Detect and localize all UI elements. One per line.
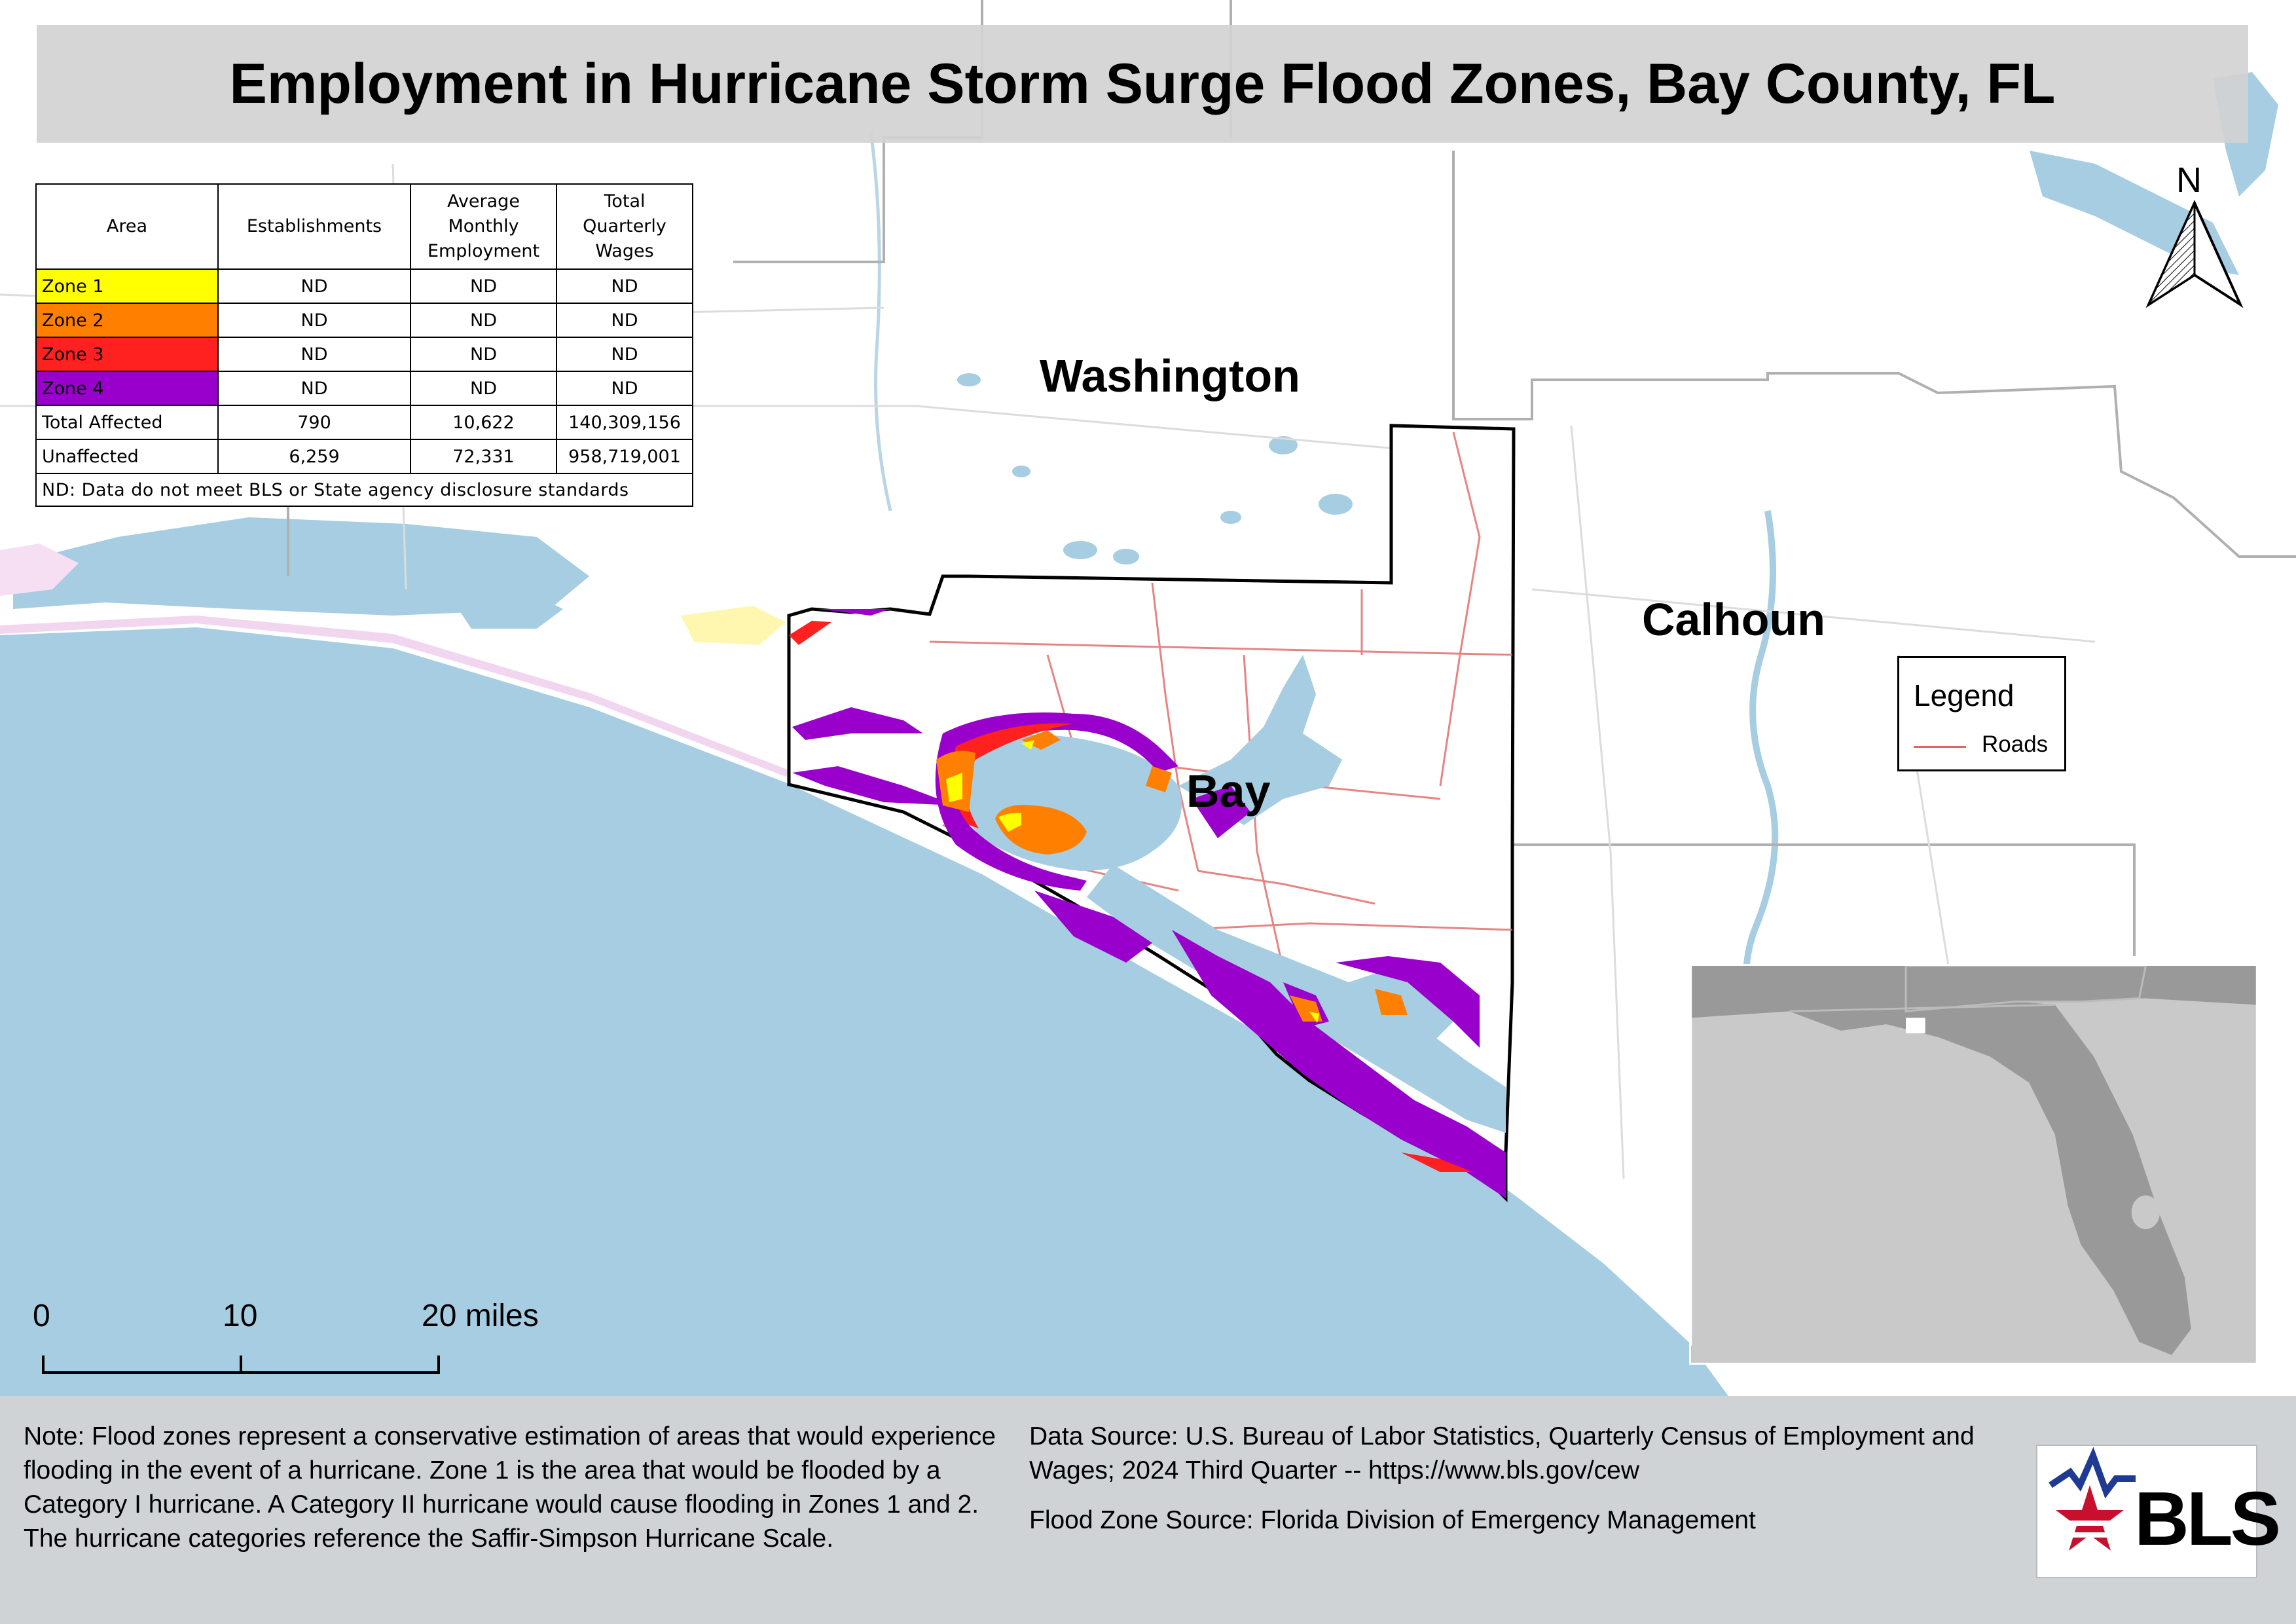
table-row: Total Affected 790 10,622 140,309,156 (35, 405, 693, 440)
area-cell: Zone 4 (35, 371, 219, 406)
lakes (957, 373, 1353, 564)
establishments-cell: 6,259 (217, 439, 411, 474)
area-cell: Zone 1 (35, 268, 219, 304)
north-arrow-icon (2145, 200, 2244, 308)
wages-cell: ND (556, 268, 693, 304)
bay-water-west (13, 517, 589, 616)
wages-cell: ND (556, 371, 693, 406)
area-cell: Unaffected (35, 439, 219, 474)
inset-state-line (1789, 1003, 2055, 1012)
inset-bay-county-marker (1906, 1018, 1925, 1033)
scale-tick-10: 10 (223, 1299, 258, 1333)
employment-cell: 72,331 (410, 439, 557, 474)
coastal-yellow-west (681, 606, 786, 645)
wages-cell: 140,309,156 (556, 405, 693, 440)
flood-zone-4 (792, 609, 1506, 1198)
establishments-cell: ND (217, 337, 411, 372)
area-cell: Total Affected (35, 405, 219, 440)
col-establishments: Establishments (217, 183, 411, 270)
table-note-row: ND: Data do not meet BLS or State agency… (35, 473, 693, 507)
inset-georgia (1904, 966, 2147, 1012)
wages-cell: 958,719,001 (556, 439, 693, 474)
col-employment: Average Monthly Employment (410, 183, 557, 270)
title-bar: Employment in Hurricane Storm Surge Floo… (37, 25, 2248, 143)
establishments-cell: 790 (217, 405, 411, 440)
scale-tick-20: 20 miles (422, 1299, 539, 1333)
legend-title: Legend (1914, 678, 2014, 712)
flood-zone-3 (789, 621, 1473, 1172)
table-row: Unaffected 6,259 72,331 958,719,001 (35, 439, 693, 474)
employment-cell: ND (410, 268, 557, 304)
establishments-cell: ND (217, 268, 411, 304)
bls-star-icon (2049, 1447, 2136, 1551)
bay-water-arms (1178, 655, 1342, 825)
table-body: Zone 1 ND ND ND Zone 2 ND ND ND Zone 3 ND ND ND Zone… (35, 268, 693, 507)
legend: Legend Roads (1897, 656, 2066, 771)
employment-cell: ND (410, 371, 557, 406)
employment-cell: 10,622 (410, 405, 557, 440)
scale-tick-0: 0 (33, 1299, 50, 1333)
north-label: N (2176, 160, 2202, 200)
table-note: ND: Data do not meet BLS or State agency… (35, 473, 693, 507)
gulf-water (0, 627, 1728, 1396)
coastal-pink-west (0, 544, 79, 596)
table-row: Zone 4 ND ND ND (35, 371, 693, 406)
footer-note: Note: Flood zones represent a conservati… (24, 1422, 996, 1553)
establishments-cell: ND (217, 371, 411, 406)
bay-water-west2 (445, 583, 563, 629)
county-label-washington: Washington (1040, 350, 1300, 401)
col-wages: Total Quarterly Wages (556, 183, 693, 270)
legend-roads-label: Roads (1982, 731, 2049, 757)
scale-bar (42, 1356, 440, 1374)
flood-zone-source: Flood Zone Source: Florida Division of E… (1029, 1506, 1756, 1534)
footer-panel (0, 1396, 2296, 1624)
inset-lake-okeechobee (2131, 1195, 2160, 1230)
area-cell: Zone 2 (35, 303, 219, 338)
inset-florida-panhandle (1789, 1001, 2191, 1356)
bay-roads (929, 432, 1513, 970)
county-label-calhoun: Calhoun (1642, 594, 1825, 645)
wages-cell: ND (556, 303, 693, 338)
flood-zone-1 (946, 740, 1319, 1023)
county-label-bay: Bay (1186, 766, 1271, 817)
employment-table: Area Establishments Average Monthly Empl… (35, 183, 693, 507)
map-title: Employment in Hurricane Storm Surge Floo… (229, 52, 2056, 115)
wages-cell: ND (556, 337, 693, 372)
establishments-cell: ND (217, 303, 411, 338)
table-row: Zone 2 ND ND ND (35, 303, 693, 338)
table-row: Zone 1 ND ND ND (35, 268, 693, 304)
inset-svg (1692, 966, 2256, 1363)
florida-inset-map (1689, 964, 2259, 1365)
employment-cell: ND (410, 303, 557, 338)
area-cell: Zone 3 (35, 337, 219, 372)
table-row: Zone 3 ND ND ND (35, 337, 693, 372)
data-source: Data Source: U.S. Bureau of Labor Statis… (1029, 1422, 1975, 1485)
col-area: Area (35, 183, 219, 270)
table-header-row: Area Establishments Average Monthly Empl… (35, 183, 693, 270)
river-west (869, 130, 892, 511)
bls-logo-text: BLS (2134, 1476, 2281, 1561)
bls-logo: BLS (2036, 1445, 2281, 1578)
roads-swatch (1914, 746, 1966, 748)
employment-cell: ND (410, 337, 557, 372)
